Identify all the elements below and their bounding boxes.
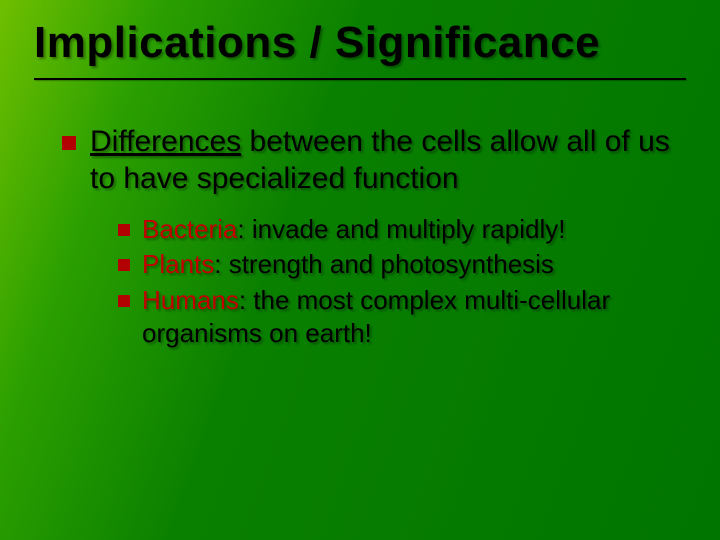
bullet-level1: Differences between the cells allow all … bbox=[62, 124, 682, 197]
bullet-square-icon bbox=[118, 259, 130, 271]
slide: Implications / Significance Differences … bbox=[0, 0, 720, 540]
sub-bullet: Humans: the most complex multi-cellular … bbox=[118, 284, 676, 351]
bullet-square-icon bbox=[118, 224, 130, 236]
sub-lead: Humans bbox=[142, 285, 239, 315]
sub-rest: : invade and multiply rapidly! bbox=[237, 214, 565, 244]
sub-lead: Bacteria bbox=[142, 214, 237, 244]
bullet-square-icon bbox=[118, 295, 130, 307]
bullet-square-icon bbox=[62, 136, 76, 150]
sub-lead: Plants bbox=[142, 249, 214, 279]
sub-bullet: Bacteria: invade and multiply rapidly! bbox=[118, 213, 676, 246]
bullet-level1-text: Differences between the cells allow all … bbox=[90, 124, 682, 197]
title-divider bbox=[34, 78, 686, 80]
slide-title: Implications / Significance bbox=[34, 18, 686, 68]
bullet-lead: Differences bbox=[90, 125, 241, 158]
sub-bullet-text: Plants: strength and photosynthesis bbox=[142, 248, 676, 281]
sub-rest: : strength and photosynthesis bbox=[214, 249, 554, 279]
sub-bullet: Plants: strength and photosynthesis bbox=[118, 248, 676, 281]
sub-bullets: Bacteria: invade and multiply rapidly! P… bbox=[118, 213, 676, 350]
sub-bullet-text: Bacteria: invade and multiply rapidly! bbox=[142, 213, 676, 246]
sub-bullet-text: Humans: the most complex multi-cellular … bbox=[142, 284, 676, 351]
